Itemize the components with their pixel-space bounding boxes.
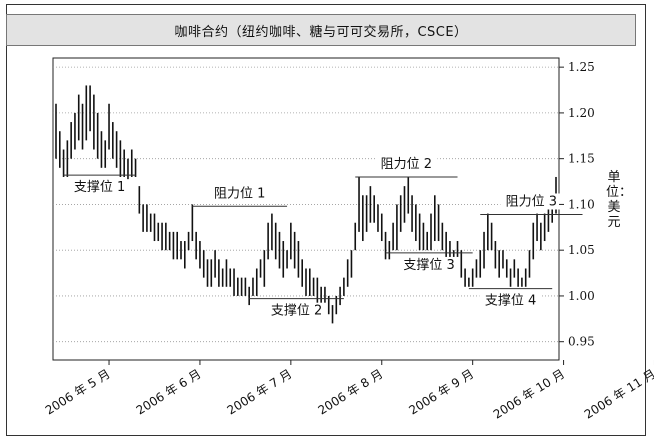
y-axis-unit-label: 单位：美元 (606, 170, 633, 230)
y-tick-label: 1.25 (568, 60, 595, 74)
x-axis: 2006 年 5 月 2006 年 6 月 2006 年 7 月 2006 年 8 月… (43, 360, 654, 422)
y-tick-label: 1.05 (568, 243, 595, 257)
x-tick-label: 2006 年 5 月 (43, 367, 113, 418)
level-label: 支撑位 1 (74, 180, 125, 195)
level-label: 支撑位 4 (485, 294, 536, 309)
x-tick-label: 2006 年 7 月 (225, 367, 295, 418)
level-label-bg (500, 193, 563, 210)
x-tick-label: 2006 年 9 月 (406, 367, 476, 418)
level-label: 阻力位 2 (381, 157, 432, 172)
level-label-bg (479, 292, 542, 309)
chart-title: 咖啡合约（纽约咖啡、糖与可可交易所，CSCE） (6, 14, 636, 46)
y-tick-label: 1.15 (568, 152, 595, 166)
level-label: 支撑位 2 (271, 304, 322, 319)
y-tick-label: 1.00 (568, 289, 595, 303)
level-label-bg (265, 302, 328, 319)
y-tick-label: 1.20 (568, 106, 595, 120)
level-label-bg (398, 256, 461, 273)
level-label-bg (375, 155, 438, 172)
y-axis: 1.25 1.20 1.15 1.10 1.05 1.00 0.95 (559, 60, 595, 349)
chart-frame (6, 4, 646, 436)
x-tick-label: 2006 年 11 月 (582, 367, 654, 422)
level-label-bg (68, 179, 131, 196)
level-label-bg (208, 185, 271, 202)
x-tick-label: 2006 年 10 月 (491, 367, 567, 422)
level-label: 支撑位 3 (403, 258, 454, 273)
x-tick-label: 2006 年 8 月 (315, 367, 385, 418)
level-label: 阻力位 1 (214, 186, 265, 201)
level-label: 阻力位 3 (506, 194, 557, 209)
y-tick-label: 1.10 (568, 197, 595, 211)
y-tick-label: 0.95 (568, 335, 595, 349)
x-tick-label: 2006 年 6 月 (134, 367, 204, 418)
support-resistance-lines: 支撑位 1 阻力位 1 支撑位 2 阻力位 2 支撑位 3 阻力位 3 支撑位 4 (63, 155, 583, 319)
